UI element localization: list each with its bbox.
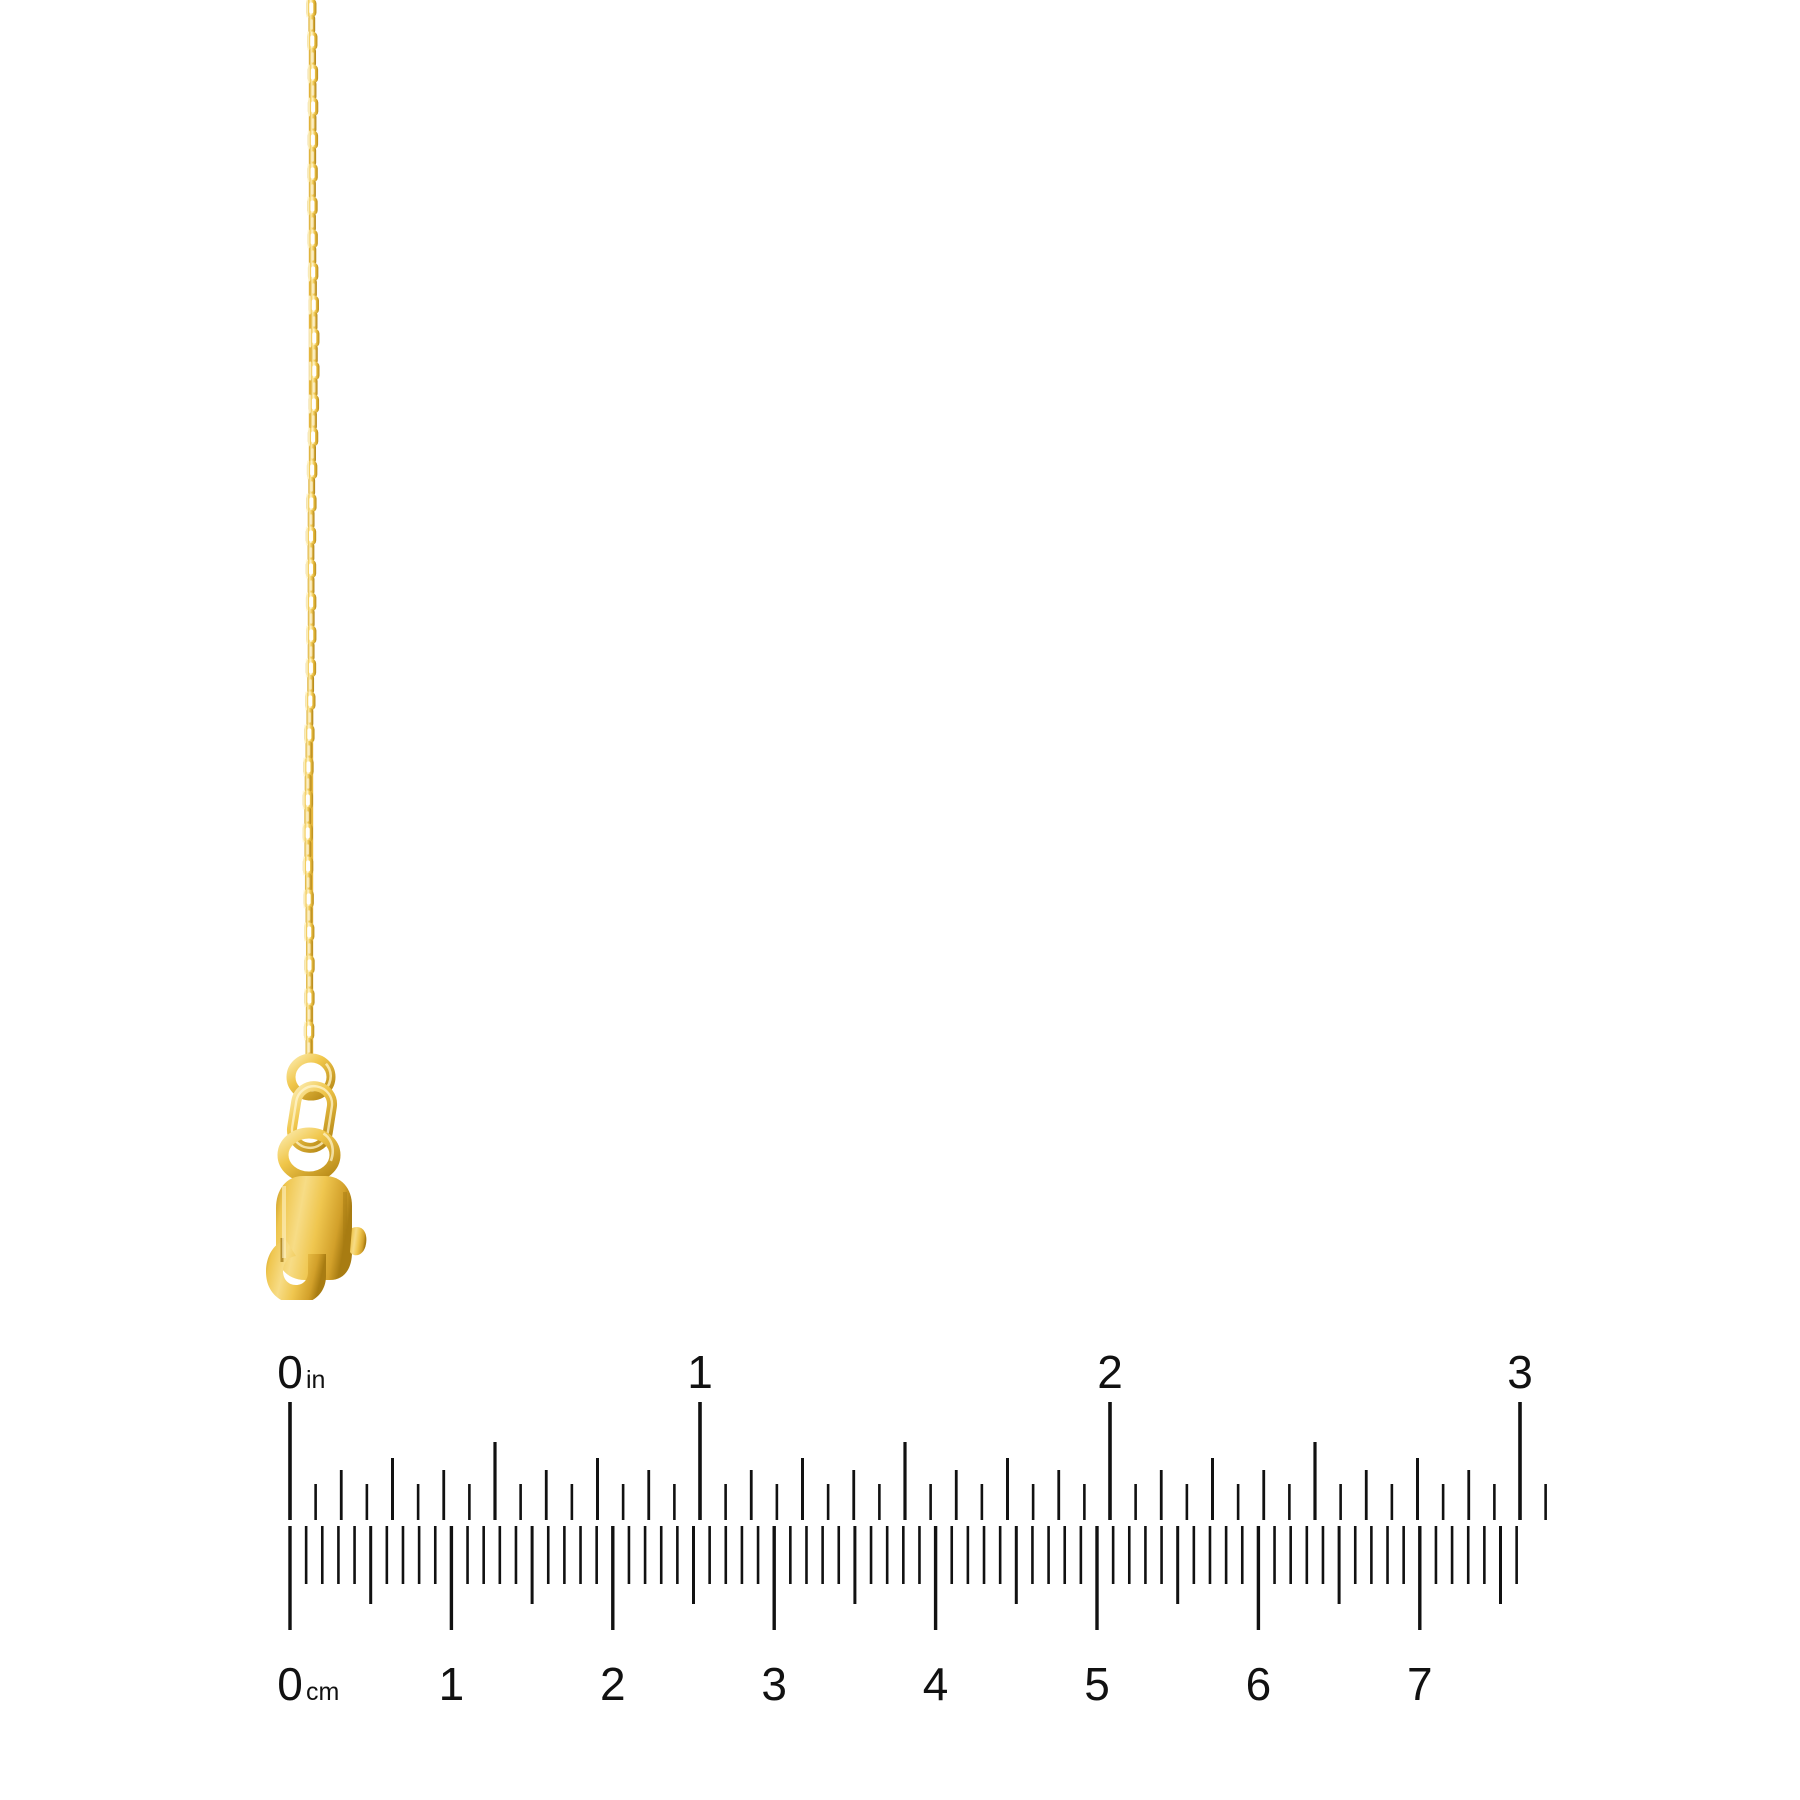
inch-label-2: 2: [1097, 1346, 1123, 1398]
jump-ring-upper: [286, 1053, 336, 1101]
cm-label-3: 3: [761, 1658, 787, 1710]
chain-links: [302, 0, 320, 1062]
cm-label-5: 5: [1084, 1658, 1110, 1710]
cm-scale-labels: 0 cm 1 2 3 4 5 6 7: [277, 1658, 1432, 1710]
inch-label-3: 3: [1507, 1346, 1533, 1398]
inch-label-1: 1: [687, 1346, 713, 1398]
cm-label-6: 6: [1246, 1658, 1272, 1710]
gold-chain-illustration: [266, 0, 367, 1300]
clasp-body: [266, 1176, 367, 1300]
inch-label-0: 0: [277, 1346, 303, 1398]
product-image: [266, 0, 367, 1300]
ruler-graphic: 0 in 1 2 3 0 cm 1 2 3 4 5 6 7: [277, 1346, 1547, 1710]
oval-connector-link: [286, 1081, 338, 1153]
inch-scale-labels: 0 in 1 2 3: [277, 1346, 1533, 1398]
cm-label-4: 4: [923, 1658, 949, 1710]
lobster-clasp: [266, 1053, 367, 1300]
cm-label-7: 7: [1407, 1658, 1433, 1710]
measurement-ruler: 0 in 1 2 3 0 cm 1 2 3 4 5 6 7: [0, 1330, 1800, 1730]
inch-unit-label: in: [306, 1366, 325, 1394]
cm-label-0: 0: [277, 1658, 303, 1710]
cm-scale-ticks: [288, 1526, 1518, 1630]
inch-scale-ticks: [288, 1402, 1547, 1520]
cm-unit-label: cm: [306, 1678, 339, 1706]
cm-label-1: 1: [439, 1658, 465, 1710]
cm-label-2: 2: [600, 1658, 626, 1710]
